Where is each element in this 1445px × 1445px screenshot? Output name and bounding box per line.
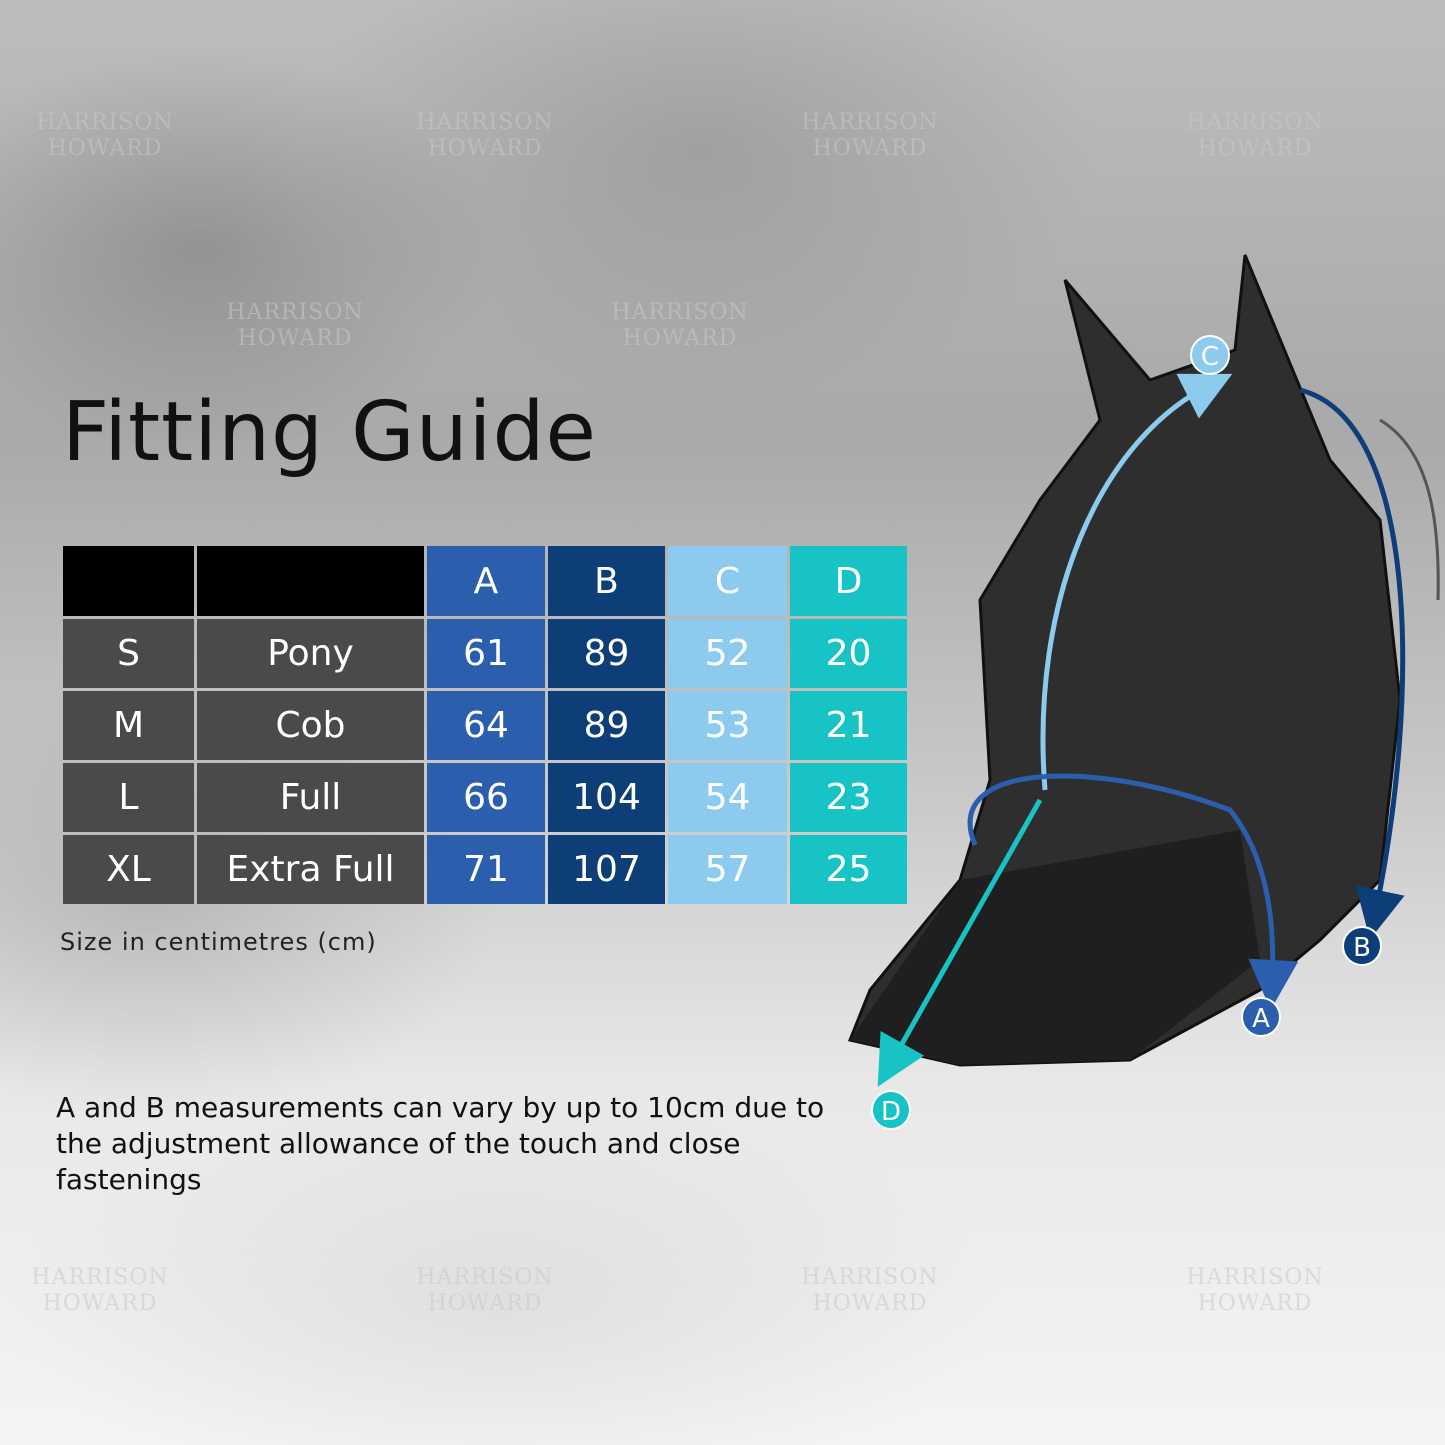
header-c: C (668, 546, 787, 616)
marker-c: C (1190, 335, 1230, 375)
table-header-row: A B C D (63, 546, 907, 616)
disclaimer-text: A and B measurements can vary by up to 1… (56, 1091, 825, 1196)
cell-d: 25 (790, 835, 907, 904)
watermark: HARRISON HOWARD (611, 300, 749, 351)
cell-c: 52 (668, 619, 787, 688)
cell-c: 53 (668, 691, 787, 760)
watermark: HARRISON HOWARD (1186, 110, 1324, 161)
cell-a: 64 (427, 691, 545, 760)
watermark: HARRISON HOWARD (801, 110, 939, 161)
table-row: XL Extra Full 71 107 57 25 (63, 835, 907, 904)
marker-b: B (1342, 926, 1382, 966)
cell-b: 104 (548, 763, 665, 832)
svg-text:C: C (1201, 342, 1219, 372)
page-title: Fitting Guide (62, 385, 597, 480)
cell-c: 54 (668, 763, 787, 832)
measure-a-arrow (967, 773, 1299, 1010)
measure-c-arrow (1040, 373, 1233, 791)
cell-d: 20 (790, 619, 907, 688)
watermark: HARRISON HOWARD (416, 110, 554, 161)
cell-b: 89 (548, 691, 665, 760)
cell-size: XL (63, 835, 194, 904)
cell-b: 107 (548, 835, 665, 904)
table-row: M Cob 64 89 53 21 (63, 691, 907, 760)
cell-name: Extra Full (197, 835, 424, 904)
cell-a: 71 (427, 835, 545, 904)
watermark: HARRISON HOWARD (1186, 1265, 1324, 1316)
header-d: D (790, 546, 907, 616)
cell-name: Cob (197, 691, 424, 760)
watermark: HARRISON HOWARD (226, 300, 364, 351)
header-a: A (427, 546, 545, 616)
watermark: HARRISON HOWARD (801, 1265, 939, 1316)
cell-c: 57 (668, 835, 787, 904)
cell-size: M (63, 691, 194, 760)
cell-d: 21 (790, 691, 907, 760)
header-blank (63, 546, 194, 616)
table-row: L Full 66 104 54 23 (63, 763, 907, 832)
cell-size: S (63, 619, 194, 688)
table-row: S Pony 61 89 52 20 (63, 619, 907, 688)
svg-text:D: D (881, 1097, 901, 1127)
svg-text:B: B (1353, 933, 1371, 963)
cell-size: L (63, 763, 194, 832)
cell-a: 66 (427, 763, 545, 832)
svg-text:A: A (1252, 1004, 1270, 1034)
header-b: B (548, 546, 665, 616)
watermark: HARRISON HOWARD (36, 110, 174, 161)
horse-head-mask (847, 254, 1440, 1067)
size-table: A B C D S Pony 61 89 52 20 M Cob 64 89 53 21 L Full 66… (60, 543, 910, 907)
cell-name: Full (197, 763, 424, 832)
measure-d-arrow (877, 798, 1043, 1087)
cell-d: 23 (790, 763, 907, 832)
watermark: HARRISON HOWARD (31, 1265, 169, 1316)
watermark: HARRISON HOWARD (416, 1265, 554, 1316)
header-blank (197, 546, 424, 616)
unit-note: Size in centimetres (cm) (60, 928, 377, 956)
measure-b-arrow (1299, 387, 1406, 940)
cell-b: 89 (548, 619, 665, 688)
cell-a: 61 (427, 619, 545, 688)
cell-name: Pony (197, 619, 424, 688)
marker-d: D (871, 1090, 911, 1130)
marker-a: A (1241, 997, 1281, 1037)
